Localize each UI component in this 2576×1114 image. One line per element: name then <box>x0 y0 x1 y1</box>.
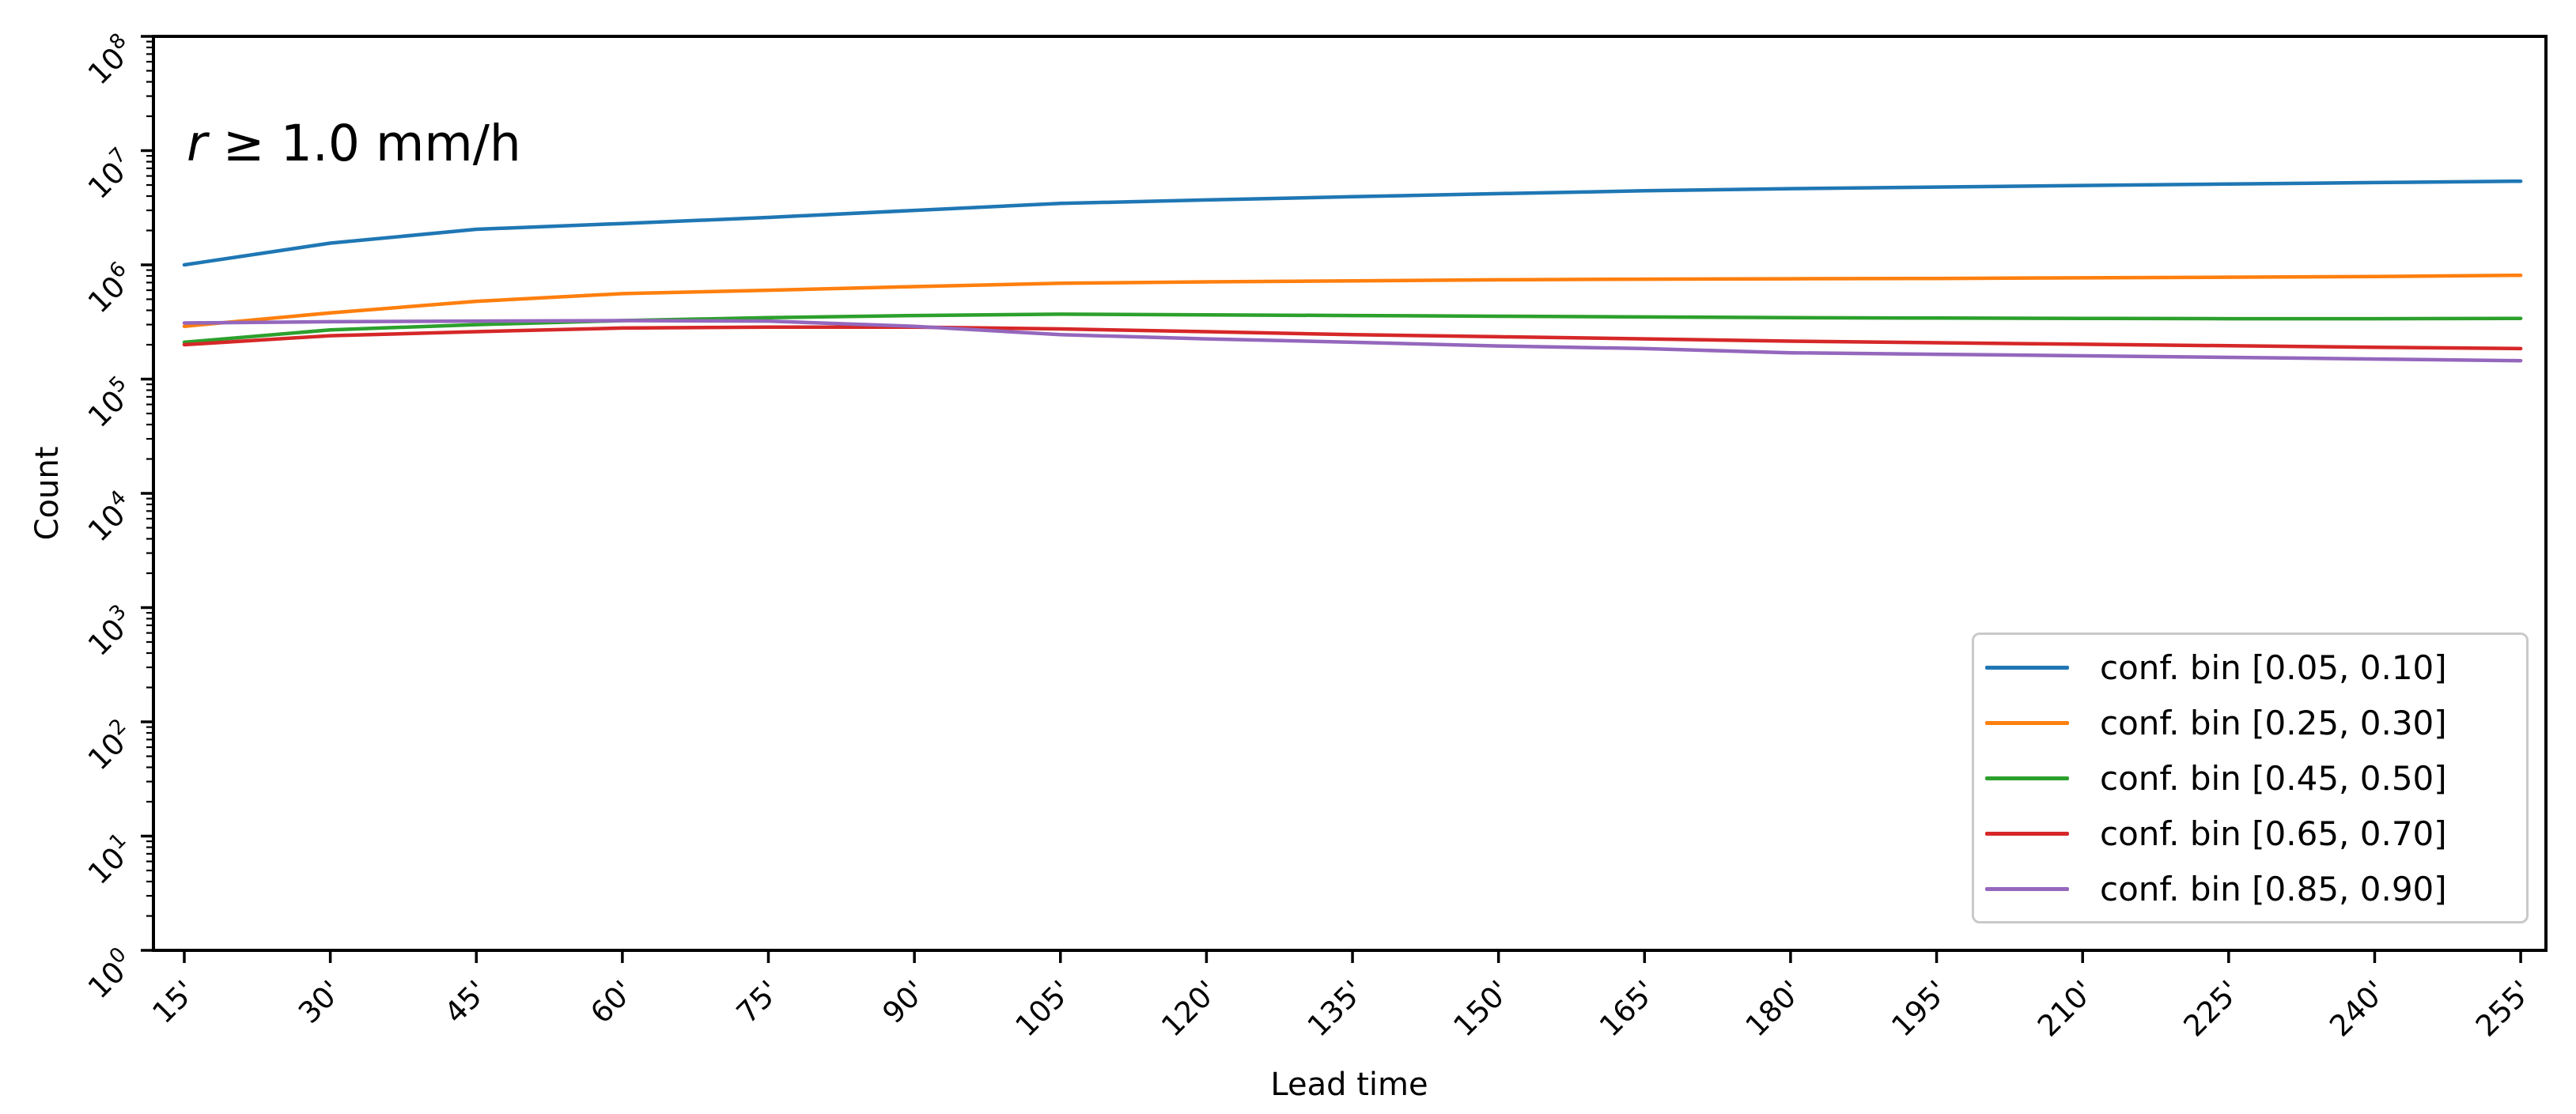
legend: conf. bin [0.05, 0.10] conf. bin [0.25, 0… <box>1972 633 2529 923</box>
series-line <box>182 325 2523 351</box>
y-tick-label: 106 <box>78 257 141 319</box>
x-axis: 15' 30' 45' 60' 75' 90' 105' 120' 135' 150' 165' 18… <box>146 950 2538 1043</box>
y-tick-label: 107 <box>78 143 141 206</box>
y-tick-label: 102 <box>78 714 141 776</box>
x-tick-label: 240' <box>2323 974 2393 1044</box>
series-line <box>182 312 2523 345</box>
x-tick-label: 180' <box>1739 974 1809 1044</box>
x-tick-label: 75' <box>730 974 786 1030</box>
series-line <box>182 319 2523 363</box>
legend-entry: conf. bin [0.65, 0.70] <box>1974 807 2526 859</box>
legend-line-sample <box>1985 776 2069 780</box>
threshold-annotation: r ≥ 1.0 mm/h <box>187 119 521 168</box>
legend-entry: conf. bin [0.25, 0.30] <box>1974 697 2526 749</box>
series-line <box>182 179 2523 267</box>
x-tick-label: 60' <box>584 974 640 1030</box>
legend-entry-label: conf. bin [0.45, 0.50] <box>2100 758 2447 798</box>
x-tick-label: 255' <box>2469 974 2539 1044</box>
y-axis: 100 101 102 103 104 105 106 107 108 <box>78 28 153 1005</box>
x-tick-label: 90' <box>876 974 932 1030</box>
x-tick-label: 120' <box>1155 974 1224 1044</box>
y-tick-label: 108 <box>78 28 141 91</box>
legend-line-sample <box>1985 831 2069 836</box>
annotation-text: ≥ 1.0 mm/h <box>206 115 521 172</box>
legend-entry: conf. bin [0.45, 0.50] <box>1974 752 2526 804</box>
legend-line-sample <box>1985 886 2069 891</box>
x-axis-title: Lead time <box>1270 1067 1428 1103</box>
y-tick-label: 104 <box>78 485 141 548</box>
annotation-variable: r <box>187 115 207 172</box>
y-tick-label: 103 <box>78 600 141 663</box>
legend-entry: conf. bin [0.85, 0.90] <box>1974 863 2526 915</box>
x-tick-label: 225' <box>2177 974 2247 1044</box>
x-tick-label: 210' <box>2031 974 2101 1044</box>
x-tick-label: 150' <box>1447 974 1516 1044</box>
legend-entry-label: conf. bin [0.25, 0.30] <box>2100 703 2447 742</box>
y-axis-title: Count <box>29 446 66 541</box>
y-tick-label: 101 <box>78 829 141 891</box>
legend-line-sample <box>1985 665 2069 670</box>
x-tick-label: 165' <box>1593 974 1662 1044</box>
x-tick-label: 45' <box>438 974 494 1030</box>
legend-entry-label: conf. bin [0.65, 0.70] <box>2100 814 2447 853</box>
legend-line-sample <box>1985 720 2069 725</box>
x-tick-label: 30' <box>292 974 348 1030</box>
series-line <box>182 273 2523 328</box>
x-tick-label: 195' <box>1885 974 1954 1044</box>
x-tick-label: 15' <box>146 974 202 1030</box>
legend-entry-label: conf. bin [0.05, 0.10] <box>2100 648 2447 687</box>
x-tick-label: 105' <box>1009 974 1079 1044</box>
x-tick-label: 135' <box>1301 974 1371 1044</box>
legend-entry: conf. bin [0.05, 0.10] <box>1974 641 2526 693</box>
y-tick-label: 100 <box>78 942 141 1005</box>
y-tick-label: 105 <box>78 372 141 434</box>
legend-entry-label: conf. bin [0.85, 0.90] <box>2100 869 2447 908</box>
